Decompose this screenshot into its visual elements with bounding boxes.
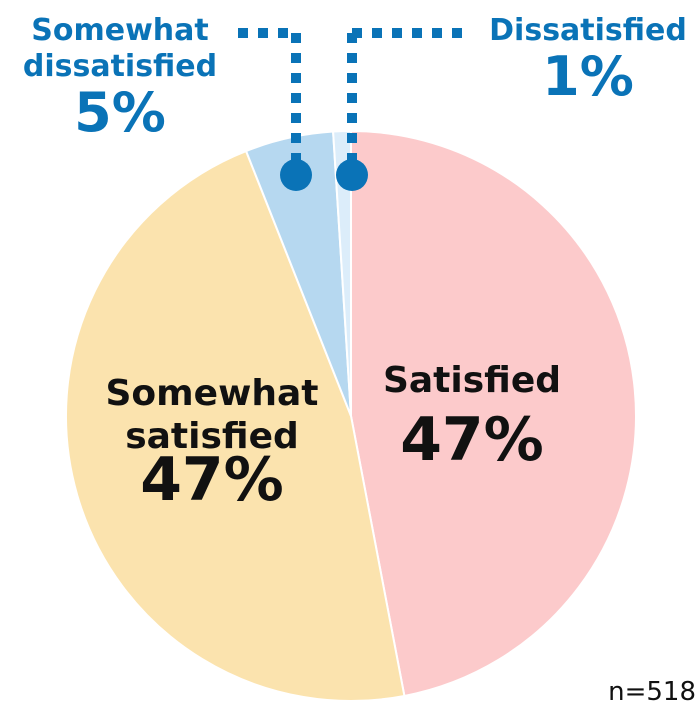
leader-lines xyxy=(238,28,468,191)
slice-label: satisfied xyxy=(125,416,299,457)
pie-slice-dissatisfied xyxy=(332,129,352,417)
leader-dot xyxy=(336,159,368,191)
pie-slice-somewhat-satisfied xyxy=(65,149,406,702)
pie-slice-satisfied xyxy=(350,129,637,698)
sample-size-note: n=518 xyxy=(608,677,696,707)
slice-value-label: 5% xyxy=(74,81,166,144)
slice-label: Dissatisfied xyxy=(489,13,687,48)
slice-label: Somewhat xyxy=(31,13,208,48)
slice-labels: Satisfied47%Somewhatsatisfied47%Somewhat… xyxy=(23,13,687,515)
slice-value-label: 1% xyxy=(542,45,634,108)
pie-slices xyxy=(65,129,637,702)
slice-value-label: 47% xyxy=(400,405,544,475)
slice-value-label: 47% xyxy=(140,445,284,515)
slice-label: Satisfied xyxy=(383,360,561,401)
leader-dot xyxy=(280,159,312,191)
slice-label: dissatisfied xyxy=(23,49,217,84)
slice-label: Somewhat xyxy=(106,373,319,414)
